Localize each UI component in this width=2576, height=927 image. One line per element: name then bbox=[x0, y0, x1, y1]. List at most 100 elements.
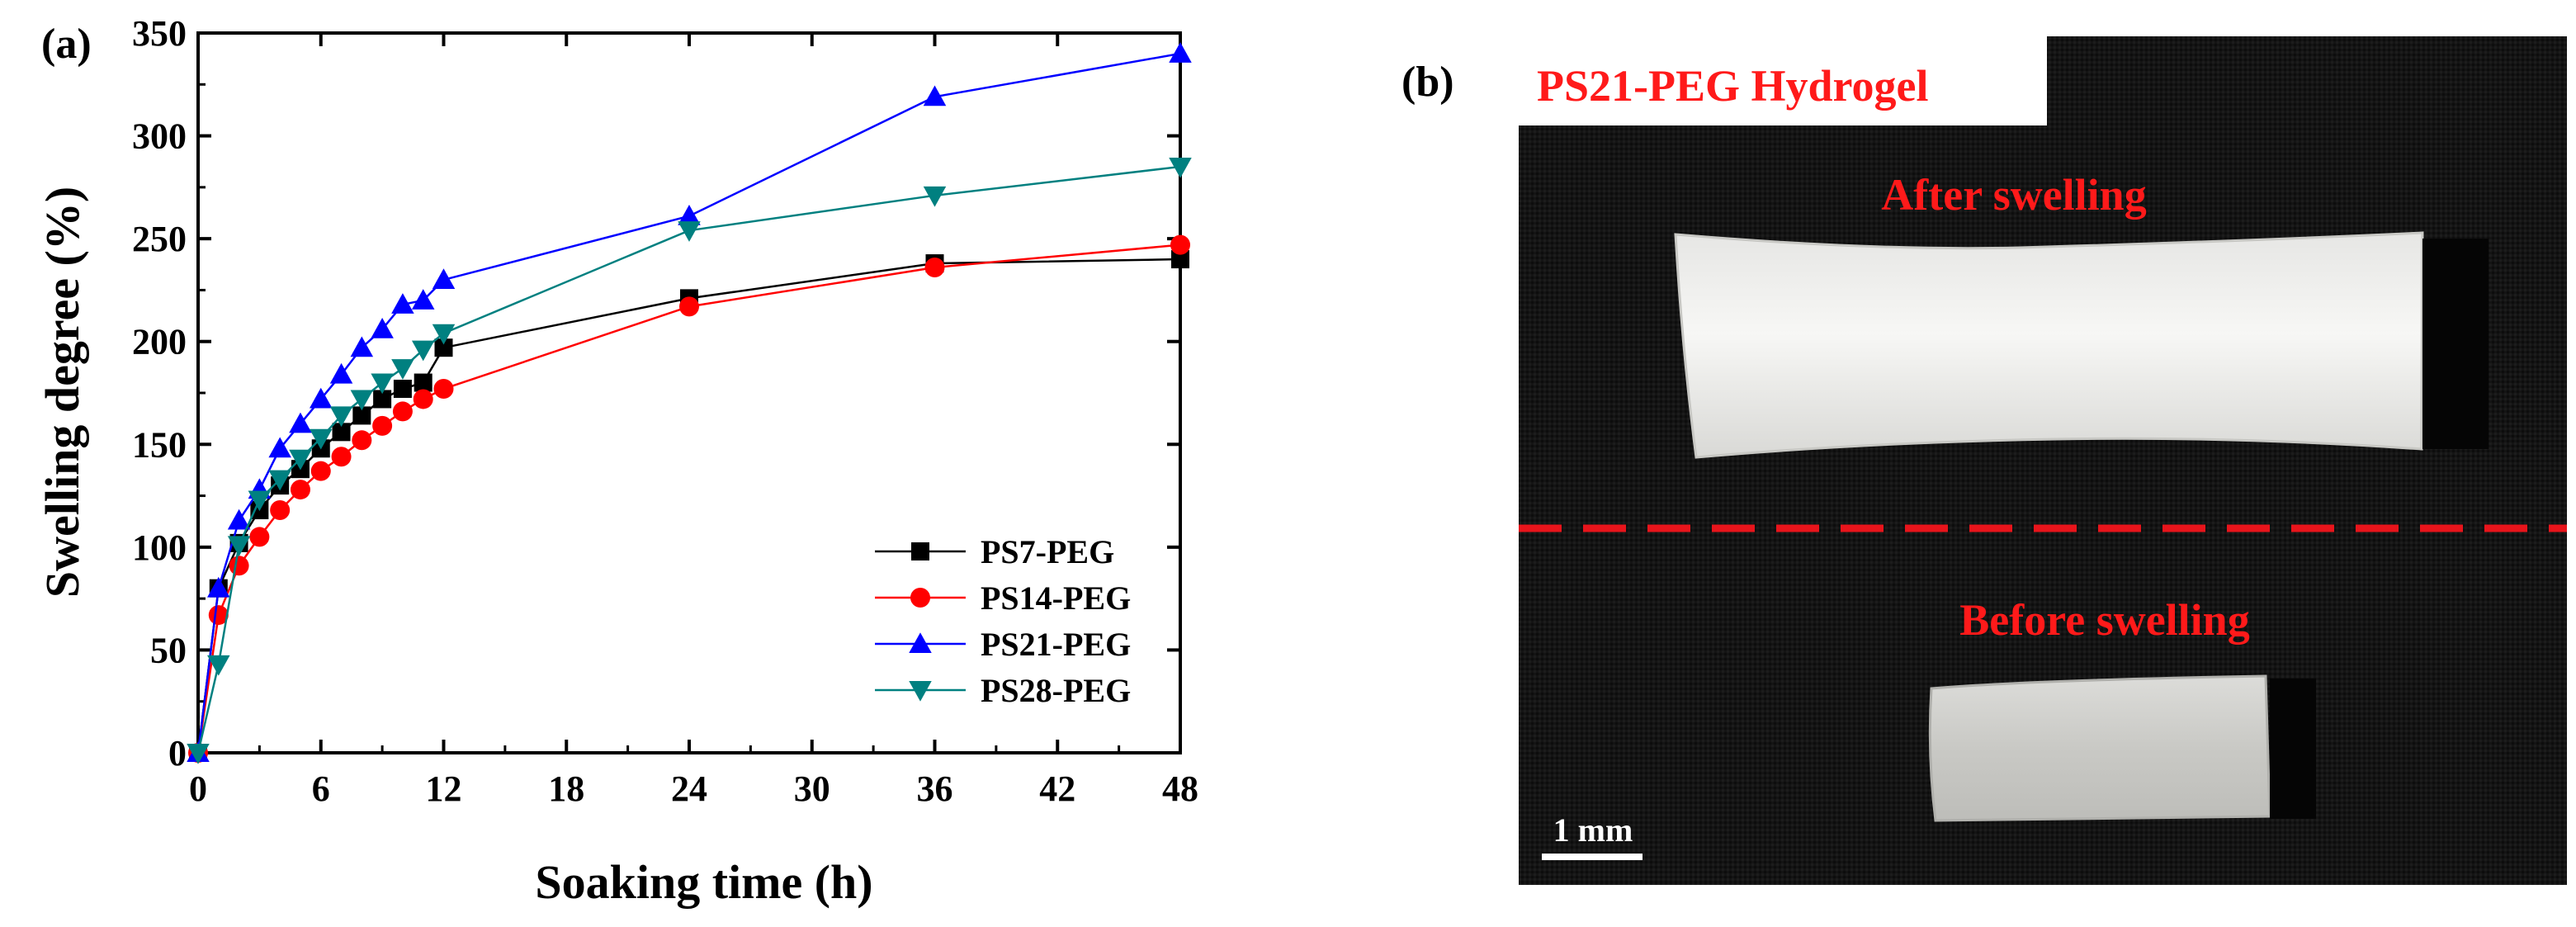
x-tick-label: 30 bbox=[794, 769, 830, 809]
x-tick-label: 48 bbox=[1162, 769, 1198, 809]
data-point bbox=[227, 536, 251, 557]
data-point bbox=[270, 500, 291, 521]
legend-marker bbox=[910, 588, 930, 608]
x-tick-label: 18 bbox=[548, 769, 584, 809]
data-point bbox=[679, 296, 699, 317]
data-point bbox=[391, 293, 414, 314]
y-tick-label: 50 bbox=[150, 630, 187, 670]
title-box bbox=[1519, 36, 2047, 125]
data-point bbox=[331, 447, 352, 467]
x-tick-label: 24 bbox=[671, 769, 707, 809]
x-tick-label: 6 bbox=[312, 769, 330, 809]
data-point bbox=[310, 387, 333, 409]
data-point bbox=[923, 85, 947, 106]
y-tick-label: 300 bbox=[132, 116, 187, 157]
chart-axes: 0 6 12 18 24 30 36 42 48 0 50 100 150 200 250 300 350 bbox=[132, 13, 1198, 809]
data-point bbox=[352, 406, 371, 425]
data-point bbox=[432, 324, 456, 345]
data-point bbox=[249, 527, 270, 547]
dry-hydrogel bbox=[1928, 674, 2271, 822]
data-point bbox=[391, 359, 414, 380]
legend-label: PS7-PEG bbox=[981, 533, 1114, 570]
y-tick-label: 150 bbox=[132, 424, 187, 465]
data-point bbox=[373, 390, 392, 409]
data-point bbox=[1171, 250, 1189, 269]
y-tick-label: 250 bbox=[132, 219, 187, 259]
legend-label: PS28-PEG bbox=[981, 672, 1131, 709]
data-point bbox=[432, 268, 456, 289]
data-point bbox=[187, 744, 210, 764]
data-point bbox=[329, 362, 353, 384]
data-point bbox=[1170, 234, 1190, 255]
data-point bbox=[1169, 42, 1192, 63]
scale-bar bbox=[1542, 854, 1642, 860]
legend-item: PS21-PEG bbox=[875, 626, 1131, 663]
data-point bbox=[310, 461, 331, 481]
chart-legend: PS7-PEG PS14-PEG PS21-PEG PS28-PEG bbox=[875, 533, 1131, 709]
data-point bbox=[268, 470, 291, 491]
swelling-chart: (a) 0 6 12 18 24 30 36 42 48 0 50 100 150 200 250 300 35… bbox=[35, 13, 1198, 909]
before-swelling-caption: Before swelling bbox=[1959, 595, 2249, 645]
hydrogel-photo: PS21-PEG Hydrogel After swelling Before … bbox=[1519, 36, 2567, 885]
series-ps28-peg bbox=[187, 157, 1192, 764]
scale-bar-label: 1 mm bbox=[1553, 811, 1633, 849]
y-tick-label: 200 bbox=[132, 322, 187, 362]
legend-label: PS21-PEG bbox=[981, 626, 1131, 663]
x-tick-label: 0 bbox=[189, 769, 207, 809]
data-point bbox=[227, 508, 251, 530]
x-tick-label: 12 bbox=[426, 769, 462, 809]
series-line bbox=[196, 258, 1181, 754]
legend-item: PS7-PEG bbox=[875, 533, 1114, 570]
series-line bbox=[196, 244, 1181, 754]
data-point bbox=[248, 490, 272, 512]
data-point bbox=[290, 480, 310, 500]
data-point bbox=[350, 390, 374, 411]
series-line bbox=[196, 52, 1181, 754]
data-point bbox=[411, 289, 435, 310]
data-point bbox=[678, 204, 701, 225]
data-point bbox=[371, 373, 394, 395]
data-point bbox=[329, 406, 353, 428]
data-point bbox=[413, 389, 433, 409]
data-point bbox=[923, 186, 947, 207]
data-point bbox=[433, 379, 454, 400]
panel-a-label: (a) bbox=[41, 21, 92, 68]
legend-marker bbox=[909, 632, 932, 653]
data-point bbox=[268, 437, 291, 458]
after-swelling-caption: After swelling bbox=[1881, 170, 2146, 220]
y-tick-label: 350 bbox=[132, 13, 187, 54]
dry-hydrogel-shadow bbox=[2270, 679, 2316, 819]
series-ps14-peg bbox=[188, 234, 1190, 763]
series-ps21-peg bbox=[187, 42, 1192, 762]
data-point bbox=[352, 430, 372, 451]
data-point bbox=[289, 449, 312, 471]
photo-title: PS21-PEG Hydrogel bbox=[1537, 61, 1929, 111]
data-point bbox=[372, 415, 393, 436]
legend-marker bbox=[909, 681, 932, 702]
y-axis-title: Swelling degree (%) bbox=[35, 187, 89, 598]
chart-series bbox=[187, 42, 1192, 764]
data-point bbox=[392, 401, 413, 422]
y-tick-label: 100 bbox=[132, 527, 187, 568]
data-point bbox=[207, 576, 230, 598]
legend-item: PS14-PEG bbox=[875, 579, 1131, 617]
panel-b-label: (b) bbox=[1401, 59, 1454, 106]
legend-label: PS14-PEG bbox=[981, 579, 1131, 617]
x-tick-label: 42 bbox=[1039, 769, 1075, 809]
data-point bbox=[310, 428, 333, 450]
x-axis-title: Soaking time (h) bbox=[535, 855, 872, 909]
data-point bbox=[332, 423, 351, 442]
data-point bbox=[371, 318, 394, 338]
data-point bbox=[414, 373, 432, 392]
data-point bbox=[434, 338, 453, 357]
data-point bbox=[350, 336, 374, 357]
data-point bbox=[289, 412, 312, 433]
data-point bbox=[1169, 157, 1192, 178]
swollen-hydrogel-shadow bbox=[2422, 239, 2489, 449]
legend-marker bbox=[911, 542, 929, 560]
legend-item: PS28-PEG bbox=[875, 672, 1131, 709]
data-point bbox=[678, 221, 701, 242]
y-tick-label: 0 bbox=[168, 733, 187, 773]
data-point bbox=[924, 258, 945, 278]
swollen-hydrogel bbox=[1674, 231, 2424, 459]
